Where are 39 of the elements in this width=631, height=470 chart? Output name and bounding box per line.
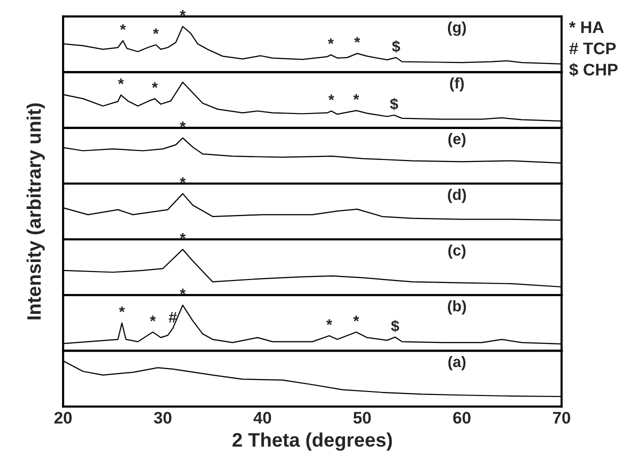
annotation: * xyxy=(180,288,186,294)
chart-title: (d) xyxy=(448,188,466,204)
text: $ CHP xyxy=(569,62,618,77)
chart-title: (b) xyxy=(448,300,466,314)
annotation: * xyxy=(328,94,334,100)
x-tick-label: 50 xyxy=(353,412,371,424)
annotation: $ xyxy=(390,98,398,110)
annotation: * xyxy=(180,122,186,128)
y-axis-title: Intensity (arbitrary unit) xyxy=(26,103,45,320)
x-tick-label: 30 xyxy=(154,412,172,424)
annotation: * xyxy=(180,232,186,239)
x-axis-title: 2 Theta (degrees) xyxy=(232,432,392,451)
x-tick-label: 20 xyxy=(54,412,72,424)
annotation: * xyxy=(326,319,332,325)
annotation: # xyxy=(168,312,177,322)
annotation: * xyxy=(353,94,360,100)
chart-title: (e) xyxy=(448,133,466,148)
annotation: * xyxy=(180,10,186,16)
chart-title: (c) xyxy=(448,244,466,259)
annotation: $ xyxy=(391,320,400,332)
annotation: * xyxy=(353,316,360,322)
text: # TCP xyxy=(569,42,616,54)
chart-title: (f) xyxy=(450,77,464,92)
chart-title: (g) xyxy=(448,22,466,36)
x-tick-label: 40 xyxy=(253,412,272,424)
annotation: * xyxy=(118,306,125,312)
annotation: * xyxy=(118,78,124,84)
annotation: * xyxy=(120,24,126,30)
annotation: * xyxy=(180,177,186,183)
annotation: * xyxy=(354,36,360,43)
annotation: * xyxy=(152,82,158,88)
annotation: $ xyxy=(392,40,400,53)
annotation: * xyxy=(328,38,334,44)
chart-title: (a) xyxy=(448,356,466,370)
annotation: * xyxy=(152,28,159,34)
x-tick-label: 70 xyxy=(553,412,570,424)
x-tick-label: 60 xyxy=(453,412,470,424)
text: * HA xyxy=(569,22,604,33)
annotation: * xyxy=(150,316,156,322)
